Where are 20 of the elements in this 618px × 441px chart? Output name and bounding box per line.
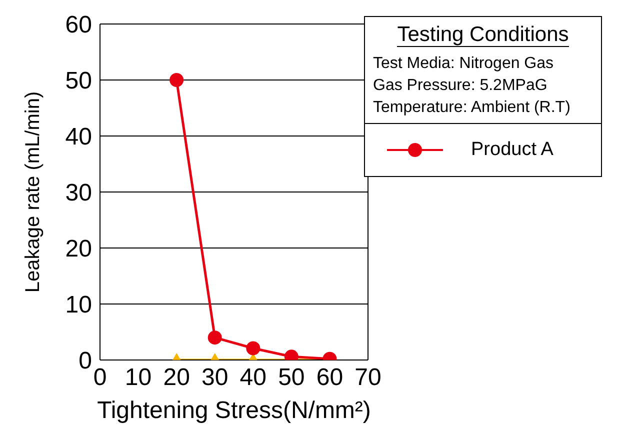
y-tick-label: 10: [65, 292, 92, 319]
x-tick-label: 30: [202, 364, 228, 392]
y-tick-label: 50: [65, 68, 92, 95]
x-tick-label: 20: [163, 364, 190, 392]
y-tick-label: 60: [65, 12, 92, 39]
text: Temperature: Ambient (R.T): [373, 98, 572, 118]
y-tick-label: 20: [65, 236, 92, 263]
legend-title: Testing Conditions: [397, 23, 569, 47]
x-tick-label: 60: [316, 364, 344, 392]
x-tick-label: 40: [240, 364, 266, 392]
y-axis-title: Leakage rate (mL/min): [22, 91, 44, 293]
y-tick-label: 30: [65, 180, 92, 207]
x-tick-label: 70: [354, 364, 382, 392]
x-tick-label: 50: [278, 364, 305, 392]
y-tick-label: 40: [65, 124, 92, 151]
text: Gas Pressure: 5.2MPaG: [373, 76, 548, 96]
legend-label: Product A: [471, 139, 554, 161]
text: Test Media: Nitrogen Gas: [373, 54, 555, 74]
x-tick-label: 10: [124, 364, 152, 392]
x-axis-title: Tightening Stress(N/mm²): [97, 397, 371, 424]
